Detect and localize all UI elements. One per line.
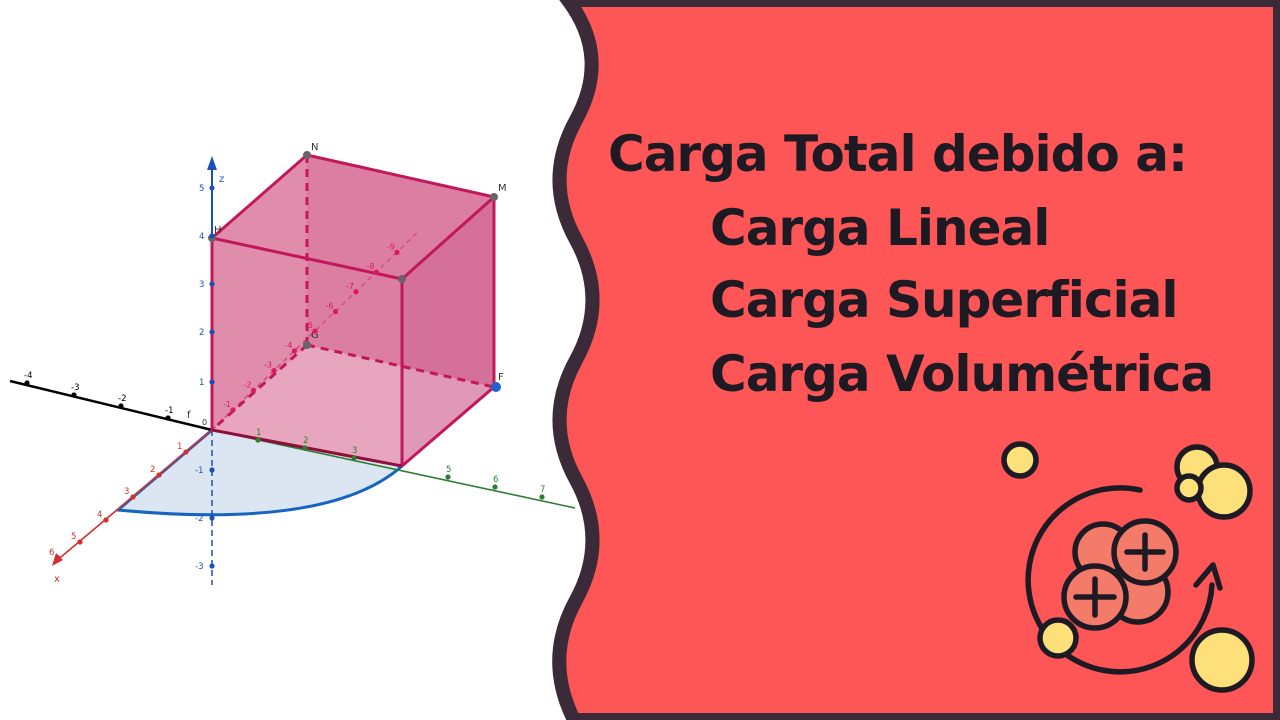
sector-edge: [114, 428, 403, 517]
z-tick-dot: [209, 379, 215, 385]
x-tick-dot: [130, 494, 136, 500]
z-tick-label: 4: [199, 232, 204, 242]
z-neg-tick-label: -3: [195, 562, 203, 572]
z-tick-label: 5: [199, 184, 204, 194]
point-g: [303, 341, 311, 349]
x-tick-dot: [156, 472, 162, 478]
depth-tick-label: -3: [264, 361, 272, 370]
y-tick-label: 7: [540, 485, 545, 495]
depth-tick-label: -7: [346, 282, 354, 291]
cube-visible-edge: [401, 195, 495, 281]
y-tick-label: 6: [493, 475, 498, 485]
y-tick-dot: [445, 474, 451, 480]
label-g: G: [311, 330, 319, 341]
y-neg-tick-label: -3: [71, 383, 79, 393]
axis-name-f: f: [187, 410, 191, 421]
depth-tick-dot: [353, 289, 359, 295]
cube-front-face: [212, 238, 402, 466]
x-tick-label: 2: [150, 465, 155, 475]
x-tick-label: 3: [124, 487, 129, 497]
x-tick-dot: [77, 539, 83, 545]
cube-hidden-edge: [306, 343, 495, 389]
y-neg-tick-dot: [165, 415, 171, 421]
axis-ticks: 1 2 3 4 5 6 1 2 3 5 6 7 -1 -2 -3 -4 1 2 3 4 5 -1 -2 -3 -1 -2 -3 -4 -…: [24, 184, 545, 572]
y-tick-label: 1: [256, 428, 261, 438]
y-neg-tick-dot: [71, 392, 77, 398]
charged-particles-icon: [1001, 441, 1255, 693]
z-tick-label: 1: [199, 378, 204, 388]
x-tick-dot: [183, 449, 189, 455]
cube-left-face: [212, 155, 307, 430]
depth-tick-dot: [394, 249, 400, 255]
axis-name-z: z: [219, 174, 224, 185]
headline-line-4: Carga Volumétrica: [710, 345, 1214, 403]
headline-line-1: Carga Total debido a:: [608, 125, 1188, 183]
label-h: H: [214, 225, 222, 236]
negative-y-axis: [9, 379, 213, 432]
y-neg-tick-label: -4: [24, 371, 32, 381]
depth-tick-dot: [250, 387, 257, 393]
y-tick-label: 3: [352, 446, 357, 456]
x-tick-label: 4: [97, 510, 102, 520]
y-tick-dot: [302, 445, 308, 451]
y-tick-label: 2: [303, 436, 308, 446]
point-n: [303, 151, 311, 159]
point-m: [490, 193, 498, 201]
label-origin: 0: [202, 418, 207, 427]
z-axis-arrow: [207, 156, 217, 170]
y-neg-tick-label: -1: [165, 406, 173, 416]
y-neg-tick-dot: [118, 403, 124, 409]
z-tick-label: 3: [199, 280, 204, 290]
cube-top-face: [212, 155, 494, 279]
x-tick-label: 5: [71, 532, 76, 542]
depth-tick-dot: [373, 269, 380, 275]
coordinate-diagram: N M H G F 0 z x f 1 2 3 4 5 6 1 2 3 5 6 7 -1 -2 -3 -4 1 2…: [9, 142, 576, 585]
depth-tick-label: -9: [387, 242, 395, 251]
headline-line-3: Carga Superficial: [710, 271, 1179, 329]
depth-tick-label: -8: [367, 262, 375, 271]
depth-tick-dot: [312, 328, 318, 334]
point-f: [491, 382, 501, 392]
z-tick-dot: [209, 233, 215, 239]
x-tick-dot: [103, 517, 109, 523]
depth-tick-label: -6: [326, 302, 334, 311]
x-tick-label: 1: [177, 442, 182, 452]
cube-right-face: [402, 197, 494, 466]
cube-hidden-edge: [210, 343, 309, 432]
y-tick-dot: [351, 455, 357, 461]
z-neg-tick-dot: [209, 467, 215, 473]
depth-tick-label: -2: [244, 380, 252, 389]
headline-line-2: Carga Lineal: [710, 199, 1050, 257]
depth-tick-label: -5: [305, 321, 313, 330]
depth-tick-dot: [271, 368, 277, 374]
depth-tick-dot: [291, 348, 298, 354]
z-neg-tick-label: -2: [195, 514, 203, 524]
z-tick-dot: [209, 185, 215, 191]
label-m: M: [498, 183, 507, 194]
x-tick-dot: [55, 555, 61, 561]
label-n: N: [311, 142, 318, 153]
depth-tick-dot: [230, 407, 236, 413]
z-neg-tick-label: -1: [195, 466, 203, 476]
y-axis: [211, 429, 576, 509]
axis-name-x: x: [54, 574, 60, 585]
z-tick-label: 2: [199, 328, 204, 338]
depth-tick-label: -1: [223, 400, 231, 409]
depth-tick-label: -4: [285, 341, 293, 350]
y-tick-dot: [492, 484, 498, 490]
z-tick-dot: [209, 281, 215, 287]
y-neg-tick-dot: [24, 380, 30, 386]
z-tick-dot: [209, 329, 215, 335]
y-neg-tick-label: -2: [118, 394, 126, 404]
z-neg-tick-dot: [209, 515, 215, 521]
y-tick-dot: [255, 437, 261, 443]
y-tick-dot: [539, 494, 545, 500]
depth-tick-dot: [332, 308, 339, 315]
y-tick-label: 5: [446, 465, 451, 475]
label-f: F: [498, 372, 504, 383]
z-neg-tick-dot: [209, 563, 215, 569]
point-front: [398, 275, 406, 283]
x-tick-label: 6: [49, 548, 54, 558]
